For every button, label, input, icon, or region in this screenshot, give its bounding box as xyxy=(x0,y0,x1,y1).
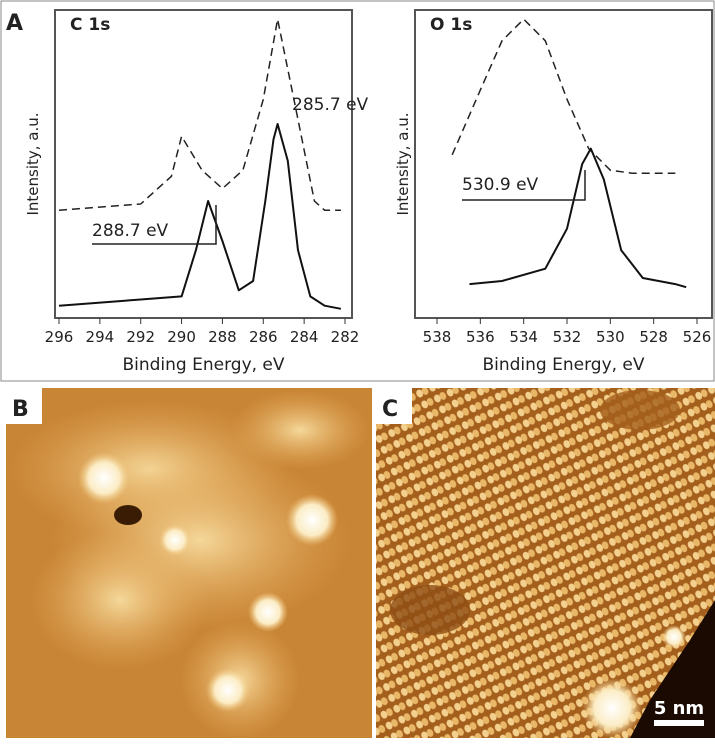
panel-label: B xyxy=(12,397,29,422)
x-axis-label: Binding Energy, eV xyxy=(122,355,284,375)
x-tick-label: 286 xyxy=(249,328,278,346)
annotation: 288.7 eV xyxy=(92,221,169,241)
x-tick-label: 292 xyxy=(126,328,155,346)
panel-label: C xyxy=(382,397,398,422)
scale-bar-label: 5 nm xyxy=(654,698,704,719)
stm-image-b xyxy=(6,388,372,740)
y-axis-label: Intensity, a.u. xyxy=(24,112,42,215)
x-tick-label: 294 xyxy=(86,328,115,346)
x-tick-label: 288 xyxy=(208,328,237,346)
x-tick-label: 290 xyxy=(167,328,196,346)
annotation: 530.9 eV xyxy=(462,175,539,195)
fit-line xyxy=(59,124,341,309)
x-tick-label: 526 xyxy=(683,328,712,346)
x-tick-label: 282 xyxy=(331,328,360,346)
figure: A B C 5 nm C 1s Binding Energy, eV Intensi… xyxy=(0,0,715,742)
plot-frame xyxy=(415,10,712,318)
x-tick-label: 284 xyxy=(290,328,319,346)
x-tick-label: 532 xyxy=(553,328,582,346)
chart-title: O 1s xyxy=(430,15,472,35)
x-tick-label: 536 xyxy=(466,328,495,346)
y-axis-label: Intensity, a.u. xyxy=(394,112,412,215)
x-tick-label: 538 xyxy=(423,328,452,346)
panel-label: A xyxy=(6,11,23,36)
x-tick-label: 528 xyxy=(639,328,668,346)
chart-title: C 1s xyxy=(70,15,110,35)
stm-image-c xyxy=(376,388,715,738)
x-axis-label: Binding Energy, eV xyxy=(482,355,644,375)
fit-line xyxy=(470,149,687,288)
x-tick-label: 296 xyxy=(45,328,74,346)
annotation: 285.7 eV xyxy=(292,95,369,115)
envelope-line xyxy=(452,19,675,173)
x-tick-label: 534 xyxy=(509,328,538,346)
x-tick-label: 530 xyxy=(596,328,625,346)
